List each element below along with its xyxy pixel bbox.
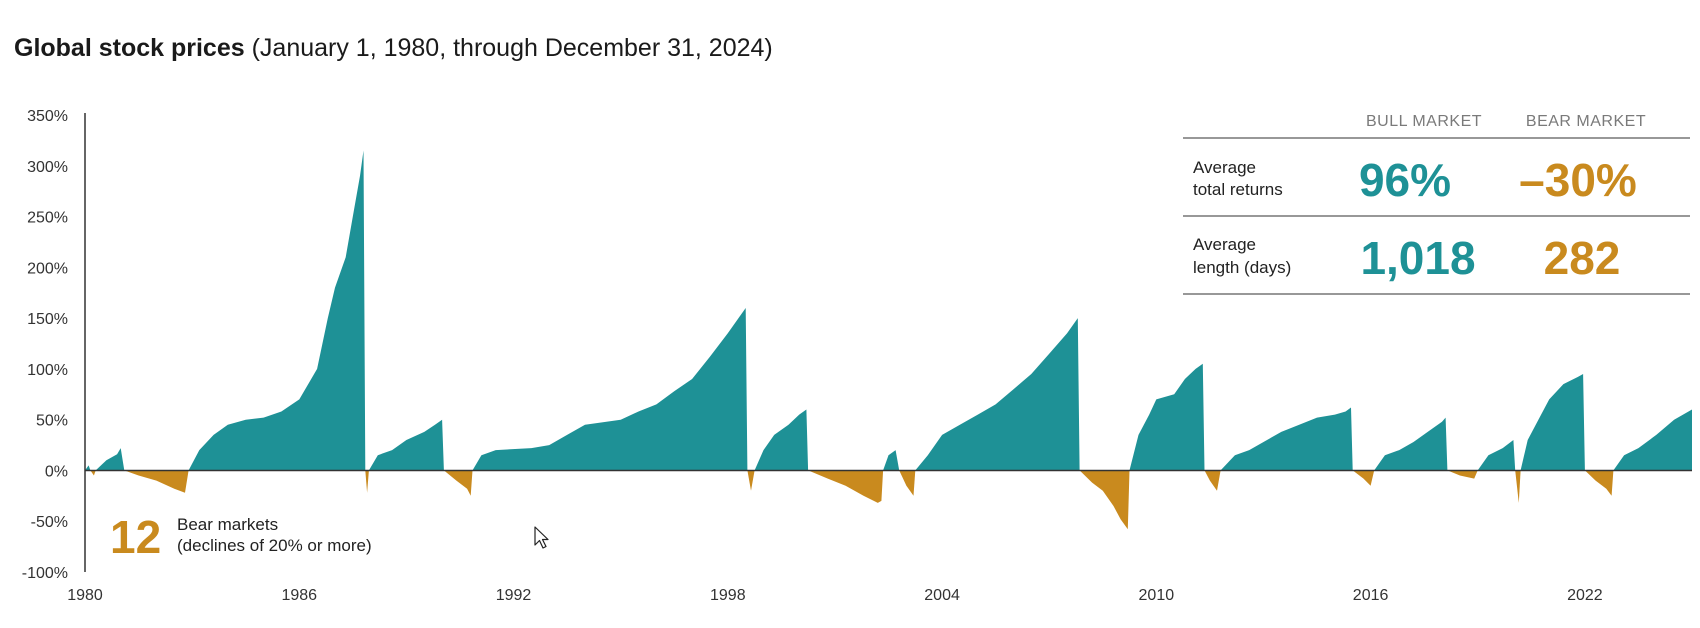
bear-market-area-13 — [899, 470, 916, 496]
x-tick-label: 1998 — [710, 587, 746, 604]
bear-market-area-3 — [124, 470, 189, 493]
bear-market-note-line2: (declines of 20% or more) — [177, 536, 372, 555]
x-tick-label: 2016 — [1353, 587, 1389, 604]
x-tick-label: 1980 — [67, 587, 103, 604]
y-tick-label: 350% — [27, 108, 68, 125]
bear-market-area-15 — [1079, 470, 1130, 530]
bull-market-area-14 — [915, 318, 1080, 471]
bull-market-area-4 — [188, 150, 366, 471]
x-tick-label: 1992 — [496, 587, 532, 604]
bear-market-area-7 — [443, 470, 473, 496]
bull-market-area-26 — [1613, 409, 1692, 471]
chart-title-main: Global stock prices — [14, 34, 245, 62]
stats-row2-bear-value: 282 — [1544, 232, 1621, 284]
x-tick-label: 2010 — [1139, 587, 1175, 604]
chart-axes — [84, 113, 1692, 572]
bear-market-area-19 — [1352, 470, 1375, 486]
bear-market-area-17 — [1204, 470, 1221, 491]
bear-market-note: 12 Bear markets (declines of 20% or more… — [110, 511, 372, 563]
bear-market-area-5 — [365, 470, 369, 493]
bull-market-area-24 — [1520, 374, 1585, 471]
y-tick-label: 300% — [27, 159, 68, 176]
x-tick-label: 2022 — [1567, 587, 1603, 604]
mouse-cursor-icon — [534, 526, 549, 549]
y-tick-label: 150% — [27, 311, 68, 328]
y-tick-label: 250% — [27, 210, 68, 227]
bull-market-area-2 — [95, 448, 125, 471]
bull-market-area-20 — [1374, 417, 1448, 471]
stats-row2-bull-value: 1,018 — [1360, 232, 1475, 284]
x-tick-label: 2004 — [924, 587, 960, 604]
y-tick-label: 0% — [45, 463, 68, 480]
bear-market-note-line1: Bear markets — [177, 515, 278, 534]
stats-row2-label-line1: Average — [1193, 235, 1256, 254]
bull-market-area-8 — [472, 308, 748, 471]
chart-title: Global stock prices (January 1, 1980, th… — [14, 34, 773, 63]
y-tick-label: 200% — [27, 260, 68, 277]
stats-row2-label-line2: length (days) — [1193, 258, 1291, 277]
stats-header-bull: BULL MARKET — [1366, 113, 1482, 130]
chart-title-sub: (January 1, 1980, through December 31, 2… — [244, 34, 773, 62]
bear-market-area-11 — [808, 470, 884, 503]
bull-market-area-16 — [1129, 363, 1205, 471]
bull-market-area-6 — [368, 419, 444, 471]
bear-market-area-1 — [90, 470, 96, 476]
y-tick-label: -50% — [31, 514, 68, 531]
x-tick-labels: 1980 1986 1992 1998 2004 2010 2016 2022 — [67, 587, 1603, 604]
stats-row1-label-line2: total returns — [1193, 180, 1283, 199]
bear-market-area-25 — [1584, 470, 1614, 496]
bull-market-area-0 — [85, 465, 91, 471]
stats-row1-bull-value: 96% — [1359, 154, 1451, 206]
stats-table: BULL MARKET BEAR MARKET Average total re… — [1183, 113, 1690, 295]
stats-header-bear: BEAR MARKET — [1526, 113, 1646, 130]
chart-areas — [85, 150, 1692, 530]
bull-market-area-18 — [1220, 407, 1353, 471]
bear-market-count: 12 — [110, 511, 161, 563]
y-tick-label: 50% — [36, 413, 68, 430]
y-tick-label: 100% — [27, 362, 68, 379]
x-tick-label: 1986 — [281, 587, 317, 604]
bear-market-area-23 — [1515, 470, 1521, 503]
y-tick-label: -100% — [22, 565, 68, 582]
bear-market-area-21 — [1447, 470, 1478, 479]
stats-row1-bear-value: –30% — [1519, 154, 1637, 206]
bull-market-area-10 — [754, 409, 809, 471]
bear-market-area-9 — [747, 470, 755, 491]
stats-row1-label-line1: Average — [1193, 158, 1256, 177]
y-tick-labels: 350% 300% 250% 200% 150% 100% 50% 0% -50% -100% — [22, 108, 68, 582]
bull-market-area-12 — [883, 450, 900, 471]
bull-market-area-22 — [1477, 440, 1516, 471]
